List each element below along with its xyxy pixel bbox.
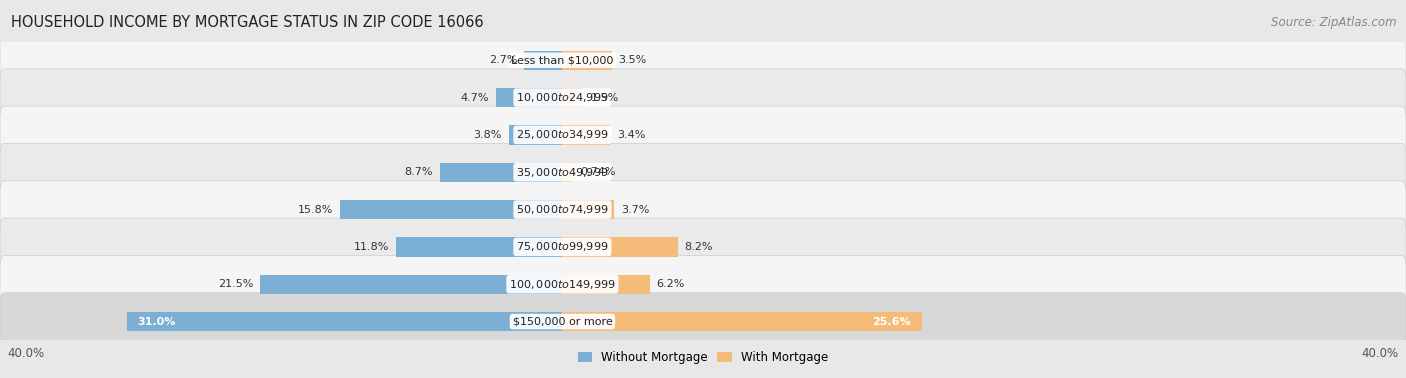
Bar	[260, 274, 562, 294]
Bar	[440, 163, 562, 182]
Bar	[509, 125, 562, 145]
Text: 3.5%: 3.5%	[619, 55, 647, 65]
Text: 1.5%: 1.5%	[591, 93, 619, 102]
Bar	[127, 312, 562, 331]
Bar	[562, 125, 610, 145]
Text: 8.7%: 8.7%	[405, 167, 433, 177]
Bar	[562, 237, 678, 257]
Text: 31.0%: 31.0%	[138, 316, 176, 327]
Text: $150,000 or more: $150,000 or more	[513, 316, 612, 327]
Legend: Without Mortgage, With Mortgage: Without Mortgage, With Mortgage	[574, 346, 832, 369]
Text: 15.8%: 15.8%	[298, 204, 333, 215]
FancyBboxPatch shape	[0, 144, 1406, 201]
Bar	[524, 51, 562, 70]
Bar	[562, 88, 583, 107]
Text: Less than $10,000: Less than $10,000	[512, 55, 613, 65]
Text: $50,000 to $74,999: $50,000 to $74,999	[516, 203, 609, 216]
FancyBboxPatch shape	[0, 106, 1406, 164]
Bar	[562, 200, 614, 219]
Text: $100,000 to $149,999: $100,000 to $149,999	[509, 278, 616, 291]
Text: 2.7%: 2.7%	[489, 55, 517, 65]
Bar	[396, 237, 562, 257]
Bar	[496, 88, 562, 107]
Text: 25.6%: 25.6%	[873, 316, 911, 327]
Text: 3.7%: 3.7%	[621, 204, 650, 215]
Text: 21.5%: 21.5%	[218, 279, 253, 289]
Text: 3.4%: 3.4%	[617, 130, 645, 140]
Text: 3.8%: 3.8%	[474, 130, 502, 140]
Text: $10,000 to $24,999: $10,000 to $24,999	[516, 91, 609, 104]
FancyBboxPatch shape	[0, 293, 1406, 350]
Text: 8.2%: 8.2%	[685, 242, 713, 252]
FancyBboxPatch shape	[0, 256, 1406, 313]
Text: 40.0%: 40.0%	[1362, 347, 1399, 360]
Text: 11.8%: 11.8%	[354, 242, 389, 252]
Bar	[562, 163, 572, 182]
Text: $25,000 to $34,999: $25,000 to $34,999	[516, 129, 609, 141]
Text: 4.7%: 4.7%	[461, 93, 489, 102]
Bar	[562, 51, 612, 70]
Bar	[562, 312, 922, 331]
Text: $35,000 to $49,999: $35,000 to $49,999	[516, 166, 609, 179]
Text: 0.74%: 0.74%	[579, 167, 616, 177]
FancyBboxPatch shape	[0, 218, 1406, 276]
Text: Source: ZipAtlas.com: Source: ZipAtlas.com	[1271, 16, 1396, 29]
FancyBboxPatch shape	[0, 181, 1406, 238]
Text: 40.0%: 40.0%	[7, 347, 44, 360]
Bar	[340, 200, 562, 219]
Text: 6.2%: 6.2%	[657, 279, 685, 289]
Text: $75,000 to $99,999: $75,000 to $99,999	[516, 240, 609, 253]
Bar	[562, 274, 650, 294]
Text: HOUSEHOLD INCOME BY MORTGAGE STATUS IN ZIP CODE 16066: HOUSEHOLD INCOME BY MORTGAGE STATUS IN Z…	[11, 15, 484, 30]
FancyBboxPatch shape	[0, 31, 1406, 89]
FancyBboxPatch shape	[0, 69, 1406, 126]
